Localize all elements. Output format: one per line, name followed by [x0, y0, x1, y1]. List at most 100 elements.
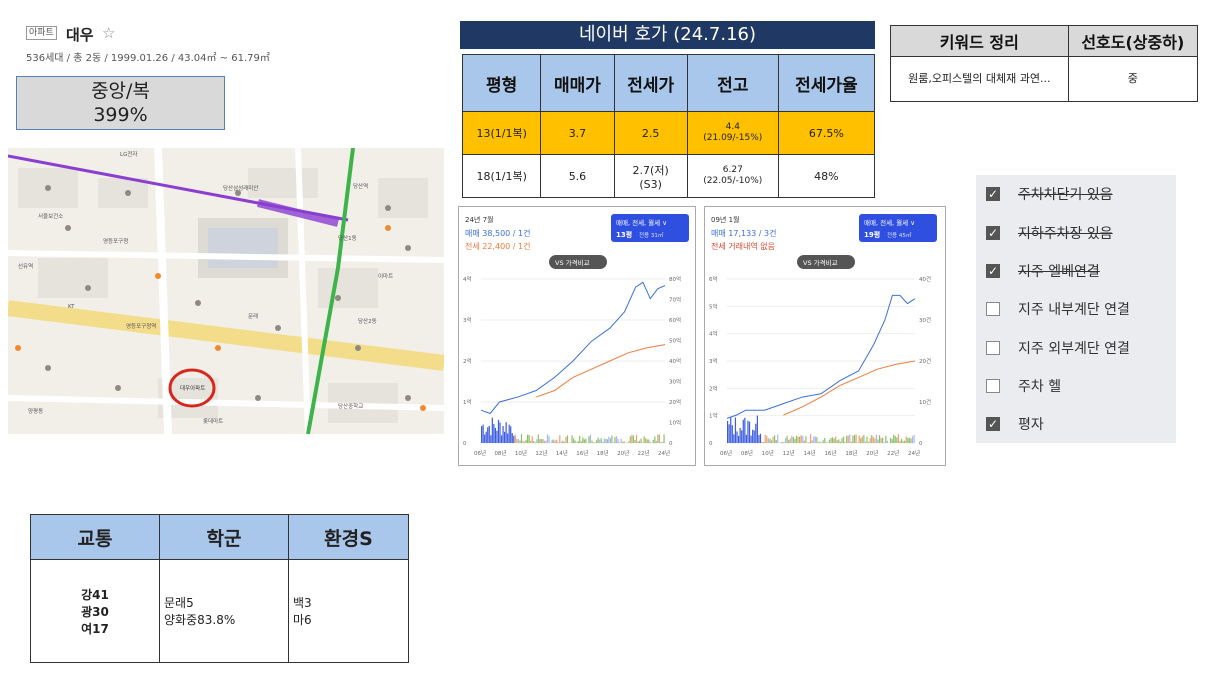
x-tick-label: 10년: [515, 449, 527, 457]
volume-bar: [611, 435, 613, 443]
price-chart-19[interactable]: 09년 1월 매매 17,133 / 3건 전세 거래내역 없음 매매, 전세,…: [704, 206, 946, 466]
compare-label: VS 가격비교: [803, 258, 838, 267]
volume-bar: [661, 441, 664, 443]
volume-bar: [493, 424, 495, 443]
environment-line: 백3: [293, 596, 312, 610]
apartment-info: 536세대 / 총 2동 / 1999.01.26 / 43.04㎡ ~ 61.…: [26, 53, 270, 64]
checklist-item[interactable]: 지주 내부계단 연결: [986, 299, 1130, 319]
volume-bar: [844, 441, 846, 443]
volume-bar: [583, 439, 585, 443]
chart-size-note: 전용 45㎡: [887, 231, 912, 239]
map-label: 영등포구청역: [126, 322, 156, 330]
volume-bar: [739, 428, 741, 443]
volume-bar: [615, 436, 618, 443]
map-label: KT: [68, 304, 75, 310]
checklist-item[interactable]: ✓ 평자: [986, 414, 1044, 434]
volume-bar: [546, 434, 549, 443]
volume-bar: [565, 437, 567, 443]
checkbox-icon[interactable]: [986, 302, 1000, 316]
volume-bar: [852, 435, 854, 443]
volume-bar: [886, 440, 888, 443]
volume-bar: [800, 435, 802, 443]
volume-bar: [841, 438, 843, 443]
y2-tick-label: 20건: [919, 358, 931, 365]
transport-line: 광30: [81, 604, 109, 619]
volume-bar: [808, 442, 810, 443]
volume-bar: [868, 442, 870, 443]
cell-ratio: 48%: [777, 154, 876, 198]
checklist-item[interactable]: 지주 외부계단 연결: [986, 338, 1130, 358]
compare-label: VS 가격비교: [555, 258, 590, 267]
volume-bar: [783, 441, 785, 443]
volume-bar: [494, 427, 496, 443]
volume-bar: [730, 417, 732, 443]
svg-text:대우아파트: 대우아파트: [180, 384, 205, 392]
x-tick-label: 22년: [638, 449, 650, 457]
x-tick-label: 18년: [845, 449, 857, 457]
volume-bar: [842, 436, 845, 443]
checklist-item[interactable]: ✓ 지하주차장 있음: [986, 223, 1113, 243]
map-label: 당산중학교: [338, 402, 363, 410]
checkbox-icon[interactable]: ✓: [986, 417, 1000, 431]
volume-bar: [905, 436, 907, 443]
volume-bar: [871, 435, 873, 443]
checklist-label: 주차차단기 있음: [1018, 187, 1113, 203]
volume-bar: [872, 436, 874, 443]
volume-bar: [836, 440, 838, 443]
checkbox-icon[interactable]: [986, 341, 1000, 355]
volume-bar: [576, 442, 578, 443]
volume-bar: [559, 435, 561, 443]
volume-bar: [813, 436, 815, 443]
volume-bar: [786, 435, 788, 443]
volume-bar: [753, 430, 755, 443]
x-tick-label: 06년: [720, 449, 732, 457]
chart-sale-text: 매매 38,500 / 1건: [465, 228, 531, 238]
volume-bar: [777, 434, 779, 443]
checkbox-icon[interactable]: ✓: [986, 187, 1000, 201]
volume-bar: [772, 436, 774, 443]
volume-bar: [511, 433, 513, 443]
volume-bar: [504, 431, 506, 443]
cell-preference: 중: [1067, 56, 1199, 102]
volume-bar: [643, 436, 645, 443]
x-tick-label: 20년: [617, 449, 629, 457]
checklist-item[interactable]: ✓ 주차차단기 있음: [986, 184, 1113, 204]
volume-bar: [563, 441, 565, 443]
volume-bar: [728, 424, 730, 443]
volume-bar: [803, 440, 805, 443]
map-label: 문래: [248, 312, 258, 320]
y2-tick-label: 30억: [669, 378, 681, 386]
volume-bar: [824, 437, 826, 443]
volume-bar: [838, 439, 840, 443]
y-tick-label: 5억: [709, 302, 718, 310]
volume-bar: [748, 421, 751, 443]
volume-bar: [737, 435, 740, 443]
y-tick-label: 1억: [709, 412, 718, 420]
y2-tick-label: 40건: [919, 276, 931, 283]
volume-bar: [780, 442, 782, 443]
checkbox-icon[interactable]: [986, 379, 1000, 393]
volume-bar: [507, 433, 509, 443]
environment-line: 마6: [293, 613, 312, 627]
volume-bar: [606, 439, 608, 443]
favorite-star-icon[interactable]: ☆: [102, 24, 116, 42]
y-tick-label: 2억: [709, 384, 718, 392]
volume-bar: [530, 440, 532, 443]
checklist-item[interactable]: 주차 헬: [986, 376, 1061, 396]
location-map[interactable]: 당산1동 LG전자 당산역 당산삼성래미안 서울보건소 영등포구청 당산2동 문…: [8, 148, 444, 434]
volume-bar: [574, 440, 576, 443]
col-header-jeonse: 전세가: [613, 54, 688, 112]
checkbox-icon[interactable]: ✓: [986, 226, 1000, 240]
volume-bar: [869, 438, 871, 443]
volume-bar: [496, 430, 498, 443]
checkbox-icon[interactable]: ✓: [986, 264, 1000, 278]
volume-bar: [571, 435, 573, 443]
checklist-item[interactable]: ✓ 지주 엘베연결: [986, 261, 1100, 281]
cell-type: 18(1/1복): [461, 154, 542, 198]
price-chart-13[interactable]: 24년 7월 매매 38,500 / 1건 전세 22,400 / 1건 매매,…: [458, 206, 696, 466]
volume-bar: [620, 438, 622, 443]
chart-size: 19평: [864, 230, 880, 239]
volume-bar: [877, 439, 879, 443]
col-header-environment: 환경S: [288, 514, 409, 560]
volume-bar: [528, 435, 530, 443]
